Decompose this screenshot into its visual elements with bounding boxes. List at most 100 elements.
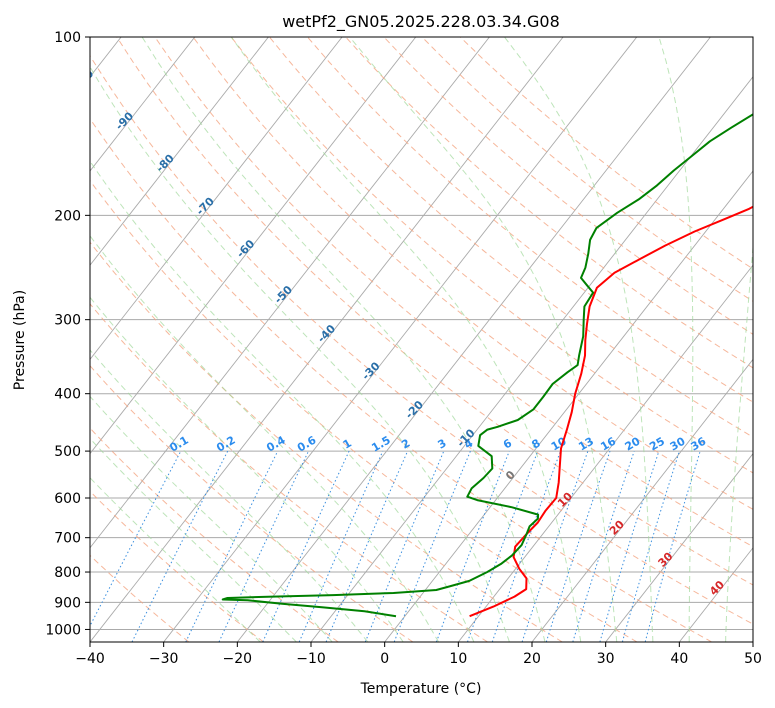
mixing-ratio-line — [521, 450, 589, 642]
isotherm-line — [90, 37, 343, 361]
moist-adiabat — [141, 37, 546, 642]
dry-adiabat — [421, 37, 753, 302]
y-tick-label: 700 — [54, 531, 81, 547]
temperature-line — [469, 205, 753, 618]
profile-series — [221, 113, 753, 618]
dry-adiabat — [269, 37, 753, 438]
moist-adiabat — [725, 241, 753, 642]
mixing-ratio-line — [545, 450, 611, 642]
y-tick-label: 500 — [54, 444, 81, 460]
isotherm-label: 10 — [555, 490, 575, 510]
x-tick-label: −10 — [296, 651, 326, 667]
mixing-ratio-line — [435, 450, 510, 642]
dry-adiabat — [230, 37, 753, 474]
dry-adiabat — [90, 365, 414, 642]
isotherm-label: -50 — [272, 283, 295, 306]
mixing-ratio-label: 8 — [530, 437, 543, 452]
isotherm-label: -60 — [234, 237, 257, 260]
mixing-ratio-line — [572, 450, 635, 642]
dry-adiabat — [192, 37, 753, 510]
y-tick-label: 1000 — [45, 622, 81, 638]
dry-adiabat — [383, 37, 753, 335]
moist-adiabat — [90, 349, 369, 642]
isotherm-label: -80 — [154, 152, 177, 175]
x-tick-label: 50 — [744, 651, 762, 667]
x-tick-label: −40 — [75, 651, 105, 667]
isotherm-label: 20 — [607, 517, 627, 537]
mixing-ratio-line — [644, 450, 701, 642]
mixing-ratio-line — [90, 450, 182, 627]
isotherm-line — [236, 37, 711, 642]
x-tick-label: 20 — [523, 651, 541, 667]
isotherm-label: -40 — [315, 322, 338, 345]
moist-adiabat — [90, 65, 510, 642]
isotherm-label: -70 — [194, 194, 217, 217]
isotherm-line — [90, 37, 269, 266]
mixing-ratio-label: 6 — [501, 436, 514, 451]
chart-title: wetPf2_GN05.2025.228.03.34.G08 — [282, 12, 560, 32]
mixing-ratio-line — [467, 450, 539, 642]
x-axis-label: Temperature (°C) — [360, 681, 482, 697]
x-tick-label: −20 — [223, 651, 253, 667]
isotherm-line — [310, 76, 753, 642]
dry-adiabat — [307, 37, 753, 403]
isotherm-line — [384, 170, 753, 642]
moist-adiabat — [90, 296, 404, 642]
isotherm-line — [163, 37, 638, 642]
isotherm-line — [752, 641, 753, 642]
mixing-ratio-label: 3 — [436, 437, 449, 452]
x-tick-label: −30 — [149, 651, 179, 667]
isotherm-line — [90, 37, 196, 172]
dry-adiabat — [90, 303, 488, 642]
isotherm-line — [90, 37, 490, 549]
moist-adiabat — [230, 37, 582, 642]
moist-adiabat — [90, 477, 261, 642]
dry-adiabat — [90, 554, 190, 642]
mixing-ratio-line — [393, 450, 471, 642]
y-tick-label: 100 — [54, 30, 81, 46]
isotherm-label: 40 — [707, 578, 727, 598]
moist-adiabat — [90, 437, 297, 642]
y-axis: 100 200 300 400 500 600 700 800 900 1000 — [45, 30, 90, 638]
moist-adiabat — [504, 37, 654, 642]
mixing-ratio-line — [131, 450, 229, 642]
mixing-ratio-line — [325, 450, 409, 642]
isotherm-line — [457, 264, 753, 642]
isotherm-line — [531, 358, 753, 642]
dry-adiabat — [90, 54, 753, 625]
plot-frame — [89, 36, 754, 643]
dry-adiabat — [459, 37, 753, 270]
dry-adiabat — [90, 117, 712, 642]
x-tick-label: 0 — [380, 651, 389, 667]
dry-adiabat — [90, 490, 264, 642]
mixing-ratio-line — [599, 450, 660, 642]
dry-adiabat — [116, 37, 753, 586]
y-tick-label: 600 — [54, 491, 81, 507]
dewpoint-line — [221, 113, 753, 618]
dry-adiabat — [90, 179, 638, 642]
moist-adiabat — [349, 37, 618, 642]
mixing-ratio-label: 2 — [399, 437, 412, 452]
isotherm-line — [605, 452, 753, 642]
isotherm-line — [90, 37, 417, 455]
isotherm-label: -90 — [113, 109, 136, 132]
background-lines — [90, 37, 753, 642]
y-tick-label: 800 — [54, 565, 81, 581]
mixing-ratio-line — [218, 450, 309, 642]
y-tick-label: 900 — [54, 595, 81, 611]
moist-adiabat — [90, 395, 333, 642]
mixing-ratio-line — [262, 450, 350, 642]
isotherm-label: 30 — [656, 549, 676, 569]
isotherm-line — [90, 37, 564, 642]
x-tick-label: 10 — [449, 651, 467, 667]
mixing-ratio-line — [491, 450, 561, 642]
dry-adiabat — [90, 241, 563, 642]
isotherm-label: -20 — [403, 398, 426, 421]
x-tick-label: 30 — [597, 651, 615, 667]
mixing-ratio-line — [185, 450, 279, 642]
moist-adiabat — [90, 160, 475, 642]
mixing-ratio-line — [298, 450, 384, 642]
y-tick-label: 300 — [54, 313, 81, 329]
y-tick-label: 200 — [54, 208, 81, 224]
